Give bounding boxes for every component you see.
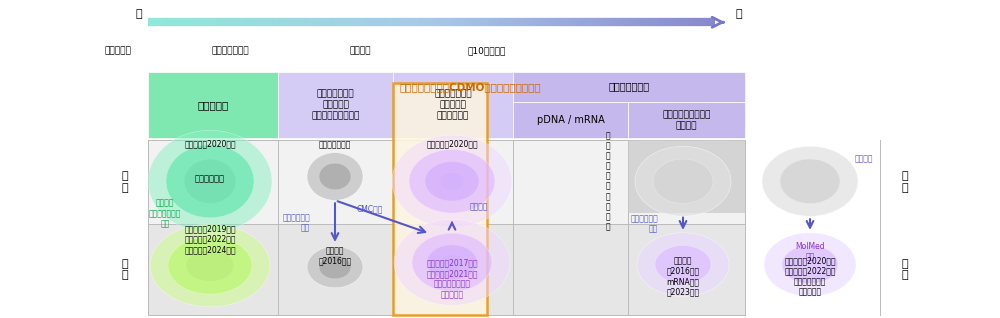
Ellipse shape — [653, 159, 713, 204]
Ellipse shape — [635, 146, 731, 216]
Ellipse shape — [166, 145, 254, 218]
Text: ウイルスベクター・
細胞医薬: ウイルスベクター・ 細胞医薬 — [662, 110, 711, 130]
Ellipse shape — [392, 135, 512, 227]
Text: 既存ビジネス: 既存ビジネス — [195, 174, 225, 183]
FancyBboxPatch shape — [393, 83, 487, 315]
Text: 新規参入
（2016年）
mRNA参入
（2023年）: 新規参入 （2016年） mRNA参入 （2023年） — [666, 256, 700, 296]
Ellipse shape — [655, 245, 711, 284]
Text: 加: 加 — [606, 151, 610, 160]
Ellipse shape — [412, 233, 492, 292]
Text: （数百～数千）: （数百～数千） — [211, 46, 249, 55]
Ellipse shape — [637, 233, 729, 296]
Ellipse shape — [319, 163, 351, 190]
Text: 技: 技 — [606, 192, 610, 201]
Ellipse shape — [186, 250, 234, 281]
Text: 工: 工 — [606, 162, 610, 170]
Text: 新規参入（2020年）
設備拡張（2022年）
ノバルティス社
米工場買収: 新規参入（2020年） 設備拡張（2022年） ノバルティス社 米工場買収 — [784, 256, 836, 296]
Text: バイオミーバ
買収: バイオミーバ 買収 — [282, 213, 310, 232]
Text: 技術移管: 技術移管 — [470, 202, 488, 211]
FancyBboxPatch shape — [148, 140, 745, 224]
Ellipse shape — [307, 153, 363, 200]
Text: 細: 細 — [606, 131, 610, 140]
Text: 新規参入（2020年）: 新規参入（2020年） — [426, 139, 478, 148]
Ellipse shape — [307, 246, 363, 288]
Text: 日本のバイオ医薬CDMO拠点次大の検討対象: 日本のバイオ医薬CDMO拠点次大の検討対象 — [400, 82, 542, 92]
Text: 欧
米: 欧 米 — [902, 259, 908, 280]
Text: 微生物細胞由来
タンパク質
（インスリンなど）: 微生物細胞由来 タンパク質 （インスリンなど） — [311, 89, 360, 121]
FancyBboxPatch shape — [628, 140, 745, 213]
Text: へ: へ — [606, 172, 610, 181]
Text: MolMed
買収: MolMed 買収 — [795, 242, 825, 261]
Text: 新規参入（2017年）
設備拡張（2021年）
アストラゼネカ社
米工場買収: 新規参入（2017年） 設備拡張（2021年） アストラゼネカ社 米工場買収 — [426, 259, 478, 299]
FancyBboxPatch shape — [513, 102, 628, 138]
Text: （数万）: （数万） — [349, 46, 371, 55]
FancyBboxPatch shape — [393, 72, 513, 138]
Text: 微生物細胞由来
タンパク質
（抗体など）: 微生物細胞由来 タンパク質 （抗体など） — [434, 89, 472, 121]
Ellipse shape — [780, 159, 840, 204]
Text: 応: 応 — [606, 212, 610, 221]
Ellipse shape — [762, 146, 858, 216]
Ellipse shape — [764, 233, 856, 296]
FancyBboxPatch shape — [278, 72, 393, 138]
Text: 設備拡張（2020年）: 設備拡張（2020年） — [184, 139, 236, 148]
Ellipse shape — [409, 149, 495, 213]
Text: （10万以上）: （10万以上） — [468, 46, 506, 55]
FancyBboxPatch shape — [148, 72, 278, 138]
Ellipse shape — [150, 224, 270, 307]
Text: CMC買収: CMC買収 — [357, 204, 383, 213]
Text: 欧
米: 欧 米 — [122, 259, 128, 280]
Text: 日
本: 日 本 — [122, 171, 128, 193]
FancyBboxPatch shape — [628, 102, 745, 138]
Text: スペイン
マルグラット社
買収: スペイン マルグラット社 買収 — [149, 199, 181, 229]
Text: 合成医農薬: 合成医農薬 — [197, 100, 229, 110]
Text: （分子量）: （分子量） — [105, 46, 131, 55]
Ellipse shape — [168, 237, 252, 294]
Ellipse shape — [319, 255, 351, 279]
Text: 遺伝子細胞治療: 遺伝子細胞治療 — [608, 82, 650, 92]
FancyBboxPatch shape — [513, 72, 745, 102]
Text: 高: 高 — [735, 9, 742, 19]
FancyBboxPatch shape — [148, 224, 745, 315]
Text: バイオミーバ
買収: バイオミーバ 買収 — [630, 214, 658, 234]
Text: pDNA / mRNA: pDNA / mRNA — [537, 115, 604, 125]
Text: 低: 低 — [135, 9, 142, 19]
Text: 新規参入
（2016年）: 新規参入 （2016年） — [318, 246, 352, 266]
Ellipse shape — [394, 219, 510, 305]
Ellipse shape — [440, 172, 464, 190]
Text: 用: 用 — [606, 223, 610, 232]
Text: 日
本: 日 本 — [902, 171, 908, 193]
Ellipse shape — [425, 162, 479, 201]
Ellipse shape — [184, 159, 236, 204]
Text: 新規参入（2019年）
設備拡張（2022年）
設備拡張（2024年）: 新規参入（2019年） 設備拡張（2022年） 設備拡張（2024年） — [184, 224, 236, 254]
Text: の: の — [606, 182, 610, 191]
Text: 千葉（微生物）: 千葉（微生物） — [319, 141, 351, 149]
Text: 技術移管: 技術移管 — [855, 155, 874, 163]
Ellipse shape — [427, 245, 477, 280]
Ellipse shape — [148, 130, 272, 232]
Ellipse shape — [441, 254, 463, 271]
Text: 胞: 胞 — [606, 141, 610, 150]
Ellipse shape — [782, 245, 838, 284]
Text: 術: 術 — [606, 202, 610, 211]
